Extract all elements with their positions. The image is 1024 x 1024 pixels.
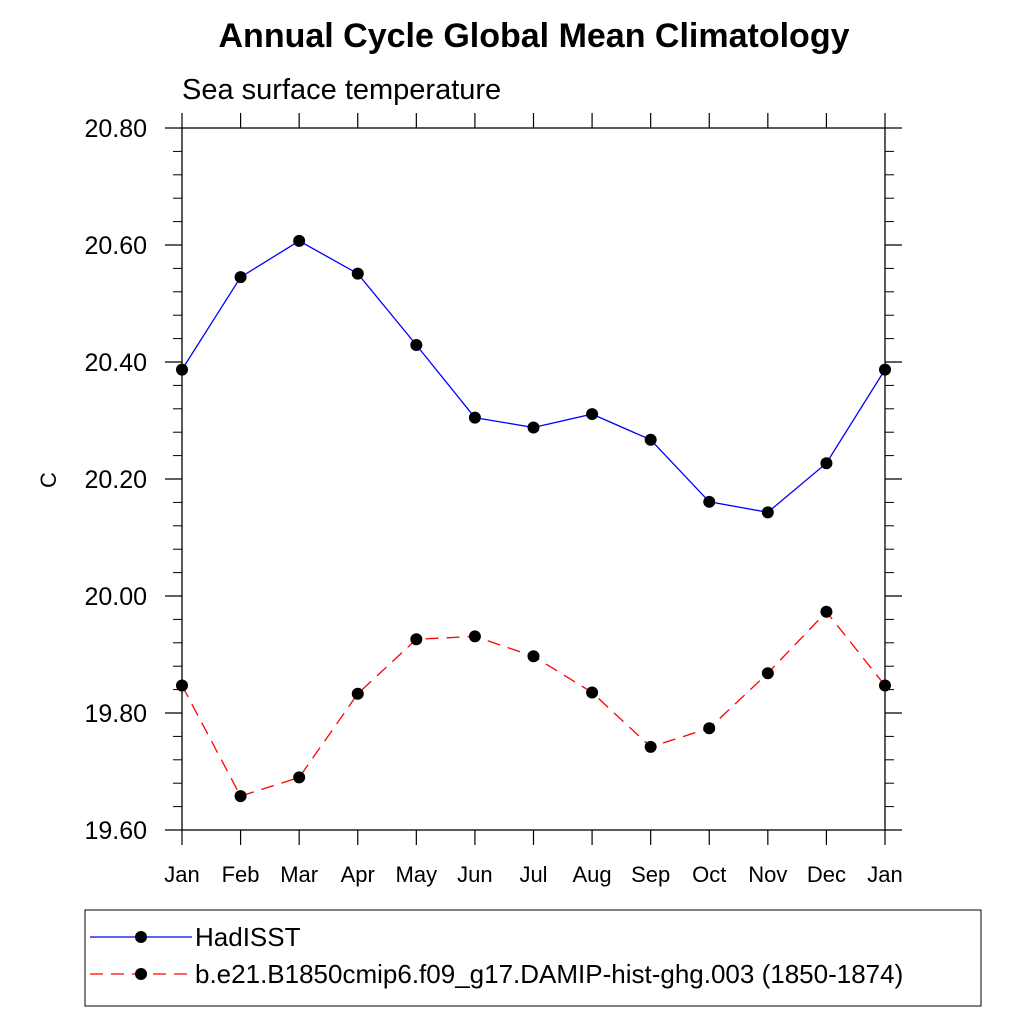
series-1-point [703,495,716,508]
series-line-1 [181,240,886,513]
legend-box [84,909,982,1007]
series-2-point [293,771,306,784]
series-1-point [351,267,364,280]
series-1-point [410,339,423,352]
series-2-point [586,686,599,699]
y-tick-label: 20.20 [84,466,147,494]
series-2-point [176,679,188,692]
series-2-point [761,667,774,680]
x-tick-label: Jun [457,862,492,887]
series-1-point [586,408,599,421]
series-1-point [293,234,306,247]
y-tick-label: 20.80 [84,115,147,143]
plot-frame [181,127,886,831]
y-tick-label: 20.00 [84,583,147,611]
chart-subtitle: Sea surface temperature [182,74,501,106]
x-tick-label: Jan [867,862,902,887]
series-2-point [879,679,891,692]
series-2-point [820,605,833,618]
y-tick-label: 19.60 [84,817,147,845]
series-2-point [703,722,716,735]
series-2-point [351,687,364,700]
series-1-point [468,411,481,424]
legend: HadISST b.e21.B1850cmip6.f09_g17.DAMIP-hi… [84,909,982,1007]
series-1-point [879,363,891,376]
y-tick-label: 20.40 [84,349,147,377]
x-tick-label: Feb [222,862,260,887]
series-line-2 [181,610,886,797]
series-2-point [644,740,657,753]
x-tick-label: Sep [631,862,670,887]
legend-label-1: HadISST [195,922,301,952]
series-1-point [761,506,774,519]
x-tick-label: Dec [807,862,846,887]
series-1-point [527,421,540,434]
x-tick-label: Jan [164,862,199,887]
series-1-point [234,271,247,284]
legend-marker-1 [135,931,147,943]
series-layer [176,234,891,803]
x-tick-label: Aug [573,862,612,887]
x-tick-label: Nov [748,862,787,887]
chart-title: Annual Cycle Global Mean Climatology [219,17,850,55]
y-axis-label: C [36,472,61,488]
series-2-point [527,650,540,663]
x-tick-label: Jul [519,862,547,887]
x-tick-label: Mar [280,862,318,887]
y-tick-label: 20.60 [84,232,147,260]
legend-marker-2 [135,968,147,980]
legend-label-2: b.e21.B1850cmip6.f09_g17.DAMIP-hist-ghg.… [195,959,903,989]
y-tick-label: 19.80 [84,700,147,728]
series-2-point [468,630,481,643]
series-2-point [234,790,247,803]
x-tick-label: Apr [341,862,375,887]
series-1-point [176,363,188,376]
series-1-point [820,457,833,470]
series-1-point [644,433,657,446]
x-tick-label: Oct [692,862,726,887]
x-tick-label: May [396,862,438,887]
plot-area: 19.60 19.80 20.00 20.20 20.40 20.60 20.80 Jan Fe… [84,113,903,887]
series-2-point [410,633,423,646]
